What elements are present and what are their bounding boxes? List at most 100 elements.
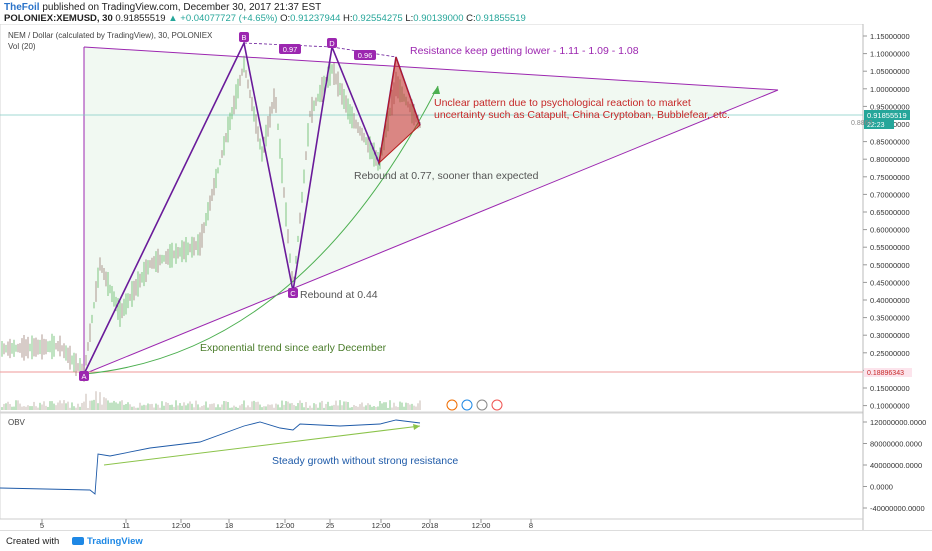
volume-bar [257,401,259,410]
author-name[interactable]: TheFoil [4,2,40,13]
exponential-annotation: Exponential trend since early December [200,342,387,354]
volume-bar [213,403,215,410]
obv-pane[interactable] [0,412,864,520]
volume-bar [383,402,385,410]
volume-bar [401,402,403,410]
volume-bar [351,407,353,410]
volume-bar [107,400,109,410]
obv-tick-label: -40000000.0000 [870,504,925,513]
volume-bar [21,406,23,410]
volume-bar [281,400,283,410]
event-flag-icon-2[interactable] [461,399,473,411]
volume-bar [417,403,419,410]
volume-bar [207,407,209,410]
volume-bar [389,400,391,410]
volume-bar [9,404,11,410]
volume-bar [7,401,9,410]
volume-bar [313,403,315,410]
volume-bar [317,407,319,410]
volume-bar [67,401,69,410]
volume-bar [37,407,39,410]
price-tick-label: 1.00000000 [870,85,910,94]
event-flag-icon-4[interactable] [491,399,503,411]
volume-bar [327,401,329,410]
volume-bar [217,404,219,410]
volume-bar [61,403,63,410]
volume-bar [377,406,379,410]
event-flag-icon-3[interactable] [476,399,488,411]
volume-bar [121,400,123,410]
volume-bar [163,405,165,410]
volume-bar [115,402,117,410]
volume-bar [359,404,361,410]
volume-bar [13,406,15,410]
last-price: 0.91855519 [115,13,166,24]
volume-bar [117,403,119,410]
rebound-044-annotation: Rebound at 0.44 [300,289,378,301]
volume-bar [93,399,95,410]
volume-bar [149,404,151,410]
last-price-tag-text: 0.91855519 [867,111,907,120]
volume-bar [91,400,93,410]
volume-bar [399,401,401,410]
volume-bar [287,401,289,410]
time-tick-label: 25 [326,521,334,530]
volume-bar [87,407,89,410]
volume-bar [157,404,159,410]
volume-bar [33,401,35,410]
volume-bar [239,405,241,410]
volume-bar [321,400,323,410]
obv-pane-title[interactable]: OBV [8,418,26,427]
volume-bar [325,403,327,410]
volume-bar [405,402,407,410]
volume-bar [99,392,101,410]
volume-bar [219,407,221,410]
volume-bar [79,406,81,410]
level-tag [864,368,912,377]
volume-bar [131,406,133,410]
volume-bar [185,405,187,410]
volume-bar [77,403,79,410]
volume-bar [63,400,65,410]
volume-bar [263,406,265,410]
volume-bar [119,401,121,410]
volume-bar [323,407,325,410]
low-label: L: [405,13,414,24]
tradingview-brand[interactable]: TradingView [72,536,143,547]
volume-bar [387,407,389,410]
volume-bar [307,407,309,410]
event-flag-icon[interactable] [446,399,458,411]
price-tick-label: 0.80000000 [870,155,910,164]
time-tick-label: 18 [225,521,233,530]
volume-bar [223,401,225,410]
obv-axis[interactable]: 120000000.0000 80000000.0000 40000000.0000… [863,418,926,513]
obv-tick-label: 120000000.0000 [870,418,926,427]
volume-bar [369,404,371,410]
publish-info: TheFoil published on TradingView.com, De… [4,2,321,13]
point-d-badge [327,38,337,48]
level-tag-text: 0.18896343 [867,370,904,377]
footer: Created with TradingView [0,530,932,551]
volume-bar [347,402,349,410]
unclear-annotation-line2: uncertainty such as Catapult, China Cryp… [434,109,730,121]
volume-bar [201,406,203,410]
volume-bar [179,403,181,410]
time-axis[interactable]: 5 11 12:00 18 12:00 25 12:00 2018 12:00 8 [40,519,533,530]
volume-bar [309,405,311,410]
point-a-badge [79,371,89,381]
volume-bar [153,407,155,410]
volume-bar [339,400,341,410]
volume-bar [111,402,113,410]
volume-bar [289,403,291,410]
volume-bar [97,403,99,410]
price-axis[interactable]: 1.15000000 1.10000000 1.05000000 1.00000000… [863,32,910,411]
volume-bar [293,404,295,410]
countdown-tag [864,120,894,129]
volume-bar [353,404,355,410]
volume-bar [253,400,255,410]
chart-canvas[interactable]: A B C D 0.97 0.96 Resistance keep gettin… [0,24,932,530]
volume-bar [363,406,365,410]
close-label: C: [466,13,476,24]
volume-indicator-label[interactable]: Vol (20) [8,42,36,51]
volume-bar [341,405,343,410]
